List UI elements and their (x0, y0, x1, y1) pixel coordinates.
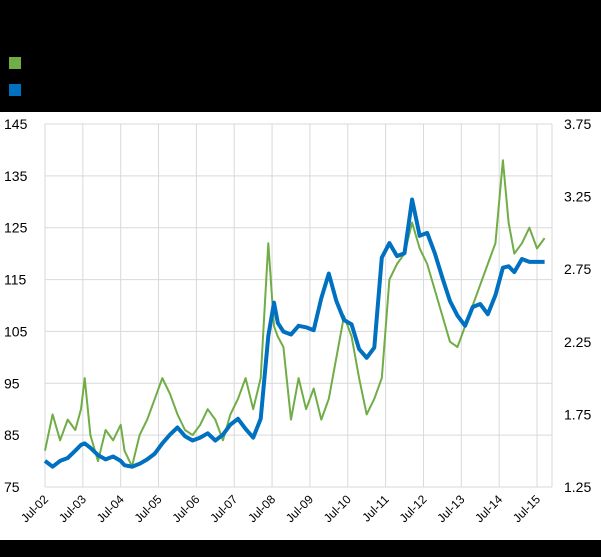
legend-item-series-1 (9, 57, 29, 69)
right-tick-label: 2.75 (564, 261, 591, 277)
legend-item-series-2 (9, 84, 29, 96)
left-tick-label: 145 (4, 116, 28, 132)
left-tick-label: 75 (4, 479, 20, 495)
x-tick-label: Jul-05 (132, 492, 165, 525)
series-1-line (44, 159, 546, 468)
series-2-line (43, 197, 545, 469)
x-tick-label: Jul-12 (397, 492, 430, 525)
line-chart: 145 135 125 115 105 95 85 75 3.75 3.25 2.75 2.25 1.… (4, 116, 591, 525)
x-tick-label: Jul-08 (245, 492, 278, 525)
right-tick-label: 3.25 (564, 189, 591, 205)
x-tick-label: Jul-11 (359, 492, 392, 525)
right-tick-label: 2.25 (564, 334, 591, 350)
right-tick-label: 1.25 (564, 479, 591, 495)
left-tick-label: 85 (4, 427, 20, 443)
x-tick-label: Jul-15 (510, 492, 543, 525)
x-tick-label: Jul-02 (18, 492, 51, 525)
x-tick-label: Jul-10 (321, 492, 354, 525)
x-tick-label: Jul-06 (169, 492, 202, 525)
right-tick-label: 1.75 (564, 406, 591, 422)
x-tick-label: Jul-14 (472, 492, 505, 525)
legend-swatch-green (9, 57, 21, 69)
legend-header (0, 0, 601, 112)
x-tick-label: Jul-03 (56, 492, 89, 525)
right-axis-ticks: 3.75 3.25 2.75 2.25 1.75 1.25 (564, 116, 591, 495)
x-tick-label: Jul-04 (94, 492, 127, 525)
left-tick-label: 125 (4, 220, 28, 236)
left-tick-label: 135 (4, 168, 28, 184)
footer-bar (0, 540, 601, 557)
chart-panel: 145 135 125 115 105 95 85 75 3.75 3.25 2.75 2.25 1.… (0, 112, 601, 540)
legend-swatch-blue (9, 84, 21, 96)
gridlines (44, 123, 553, 488)
x-axis-ticks: Jul-02 Jul-03 Jul-04 Jul-05 Jul-06 Jul-07 Jul-… (18, 492, 543, 525)
x-tick-label: Jul-13 (434, 492, 467, 525)
left-tick-label: 95 (4, 375, 20, 391)
right-tick-label: 3.75 (564, 116, 591, 132)
left-tick-label: 105 (4, 323, 28, 339)
left-axis-ticks: 145 135 125 115 105 95 85 75 (4, 116, 28, 495)
x-tick-label: Jul-09 (283, 492, 316, 525)
x-tick-label: Jul-07 (207, 492, 240, 525)
left-tick-label: 115 (4, 272, 27, 288)
